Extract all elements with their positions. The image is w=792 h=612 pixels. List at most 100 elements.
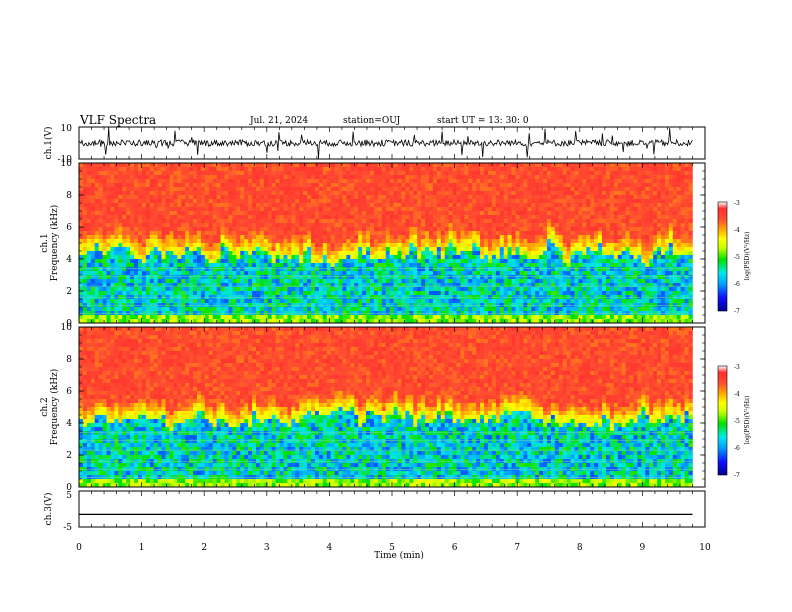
- spectrogram-cell: [165, 319, 170, 324]
- spectrogram-cell: [259, 187, 265, 192]
- spectrogram-cell: [267, 179, 272, 184]
- spectrogram-cell: [326, 163, 331, 168]
- spectrogram-cell: [362, 235, 367, 240]
- spectrogram-cell: [299, 187, 304, 192]
- spectrogram-cell: [432, 227, 438, 232]
- spectrogram-cell: [429, 199, 434, 204]
- spectrogram-cell: [204, 211, 210, 216]
- spectrogram-cell: [554, 167, 560, 172]
- spectrogram-cell: [370, 163, 375, 168]
- spectrogram-cell: [421, 179, 426, 184]
- spectrogram-cell: [86, 179, 92, 184]
- spectrogram-cell: [373, 239, 379, 244]
- spectrogram-cell: [397, 267, 402, 272]
- spectrogram-cell: [326, 251, 331, 256]
- spectrogram-cell: [456, 307, 461, 312]
- spectrogram-cell: [480, 235, 485, 240]
- spectrogram-cell: [161, 171, 166, 176]
- spectrogram-cell: [118, 215, 123, 220]
- spectrogram-cell: [141, 299, 147, 304]
- spectrogram-cell: [248, 219, 253, 224]
- spectrogram-cell: [177, 307, 182, 312]
- spectrogram-cell: [409, 227, 414, 232]
- spectrogram-cell: [90, 315, 96, 320]
- spectrogram-cell: [440, 315, 446, 320]
- spectrogram-cell: [122, 287, 127, 292]
- spectrogram-cell: [263, 315, 269, 320]
- spectrogram-cell: [307, 279, 312, 284]
- spectrogram-cell: [228, 283, 233, 288]
- spectrogram-cell: [295, 319, 300, 324]
- spectrogram-cell: [275, 315, 280, 320]
- spectrogram-cell: [185, 307, 190, 312]
- spectrogram-cell: [401, 167, 406, 172]
- spectrogram-cell: [90, 279, 96, 284]
- spectrogram-cell: [169, 187, 174, 192]
- spectrogram-cell: [425, 175, 430, 180]
- spectrogram-cell: [110, 227, 115, 232]
- spectrogram-cell: [503, 283, 508, 288]
- spectrogram-cell: [134, 199, 139, 204]
- spectrogram-cell: [468, 239, 473, 244]
- spectrogram-cell: [307, 171, 312, 176]
- spectrogram-cell: [263, 251, 269, 256]
- spectrogram-cell: [126, 191, 131, 196]
- spectrogram-cell: [189, 251, 194, 256]
- spectrogram-cell: [204, 243, 210, 248]
- spectrogram-cell: [79, 187, 84, 192]
- spectrogram-cell: [283, 319, 288, 324]
- spectrogram-cell: [314, 223, 320, 228]
- spectrogram-cell: [102, 231, 107, 236]
- spectrogram-cell: [153, 175, 158, 180]
- spectrogram-cell: [464, 275, 469, 280]
- spectrogram-cell: [389, 227, 394, 232]
- spectrogram-cell: [314, 287, 320, 292]
- spectrogram-cell: [523, 307, 528, 312]
- spectrogram-cell: [393, 219, 398, 224]
- spectrogram-cell: [397, 263, 402, 268]
- spectrogram-cell: [523, 227, 528, 232]
- spectrogram-cell: [405, 275, 410, 280]
- spectrogram-cell: [480, 307, 485, 312]
- spectrogram-cell: [303, 195, 308, 200]
- spectrogram-cell: [405, 199, 410, 204]
- spectrogram-cell: [307, 319, 312, 324]
- spectrogram-cell: [543, 287, 548, 292]
- spectrogram-cell: [436, 211, 442, 216]
- spectrogram-cell: [165, 239, 170, 244]
- spectrogram-cell: [279, 235, 284, 240]
- spectrogram-cell: [244, 207, 249, 212]
- spectrogram-cell: [157, 267, 162, 272]
- spectrogram-cell: [468, 223, 473, 228]
- spectrogram-cell: [141, 255, 147, 260]
- spectrogram-cell: [366, 291, 371, 296]
- spectrogram-cell: [546, 267, 552, 272]
- spectrogram-cell: [499, 231, 505, 236]
- spectrogram-cell: [444, 259, 449, 264]
- spectrogram-cell: [370, 279, 375, 284]
- spectrogram-cell: [153, 307, 158, 312]
- spectrogram-cell: [98, 247, 103, 252]
- spectrogram-cell: [554, 275, 560, 280]
- spectrogram-cell: [307, 307, 312, 312]
- spectrogram-cell: [137, 283, 143, 288]
- spectrogram-cell: [252, 175, 257, 180]
- spectrogram-cell: [110, 255, 115, 260]
- spectrogram-cell: [393, 271, 398, 276]
- spectrogram-cell: [558, 163, 563, 168]
- spectrogram-cell: [366, 315, 371, 320]
- spectrogram-cell: [334, 167, 339, 172]
- spectrogram-cell: [232, 271, 237, 276]
- spectrogram-cell: [216, 247, 221, 252]
- spectrogram-cell: [495, 167, 501, 172]
- spectrogram-cell: [291, 243, 296, 248]
- spectrogram-cell: [503, 183, 508, 188]
- spectrogram-cell: [204, 195, 210, 200]
- spectrogram-cell: [106, 315, 111, 320]
- spectrogram-cell: [177, 259, 182, 264]
- spectrogram-cell: [539, 255, 544, 260]
- spectrogram-cell: [535, 163, 540, 168]
- spectrogram-cell: [421, 307, 426, 312]
- spectrogram-cell: [370, 195, 375, 200]
